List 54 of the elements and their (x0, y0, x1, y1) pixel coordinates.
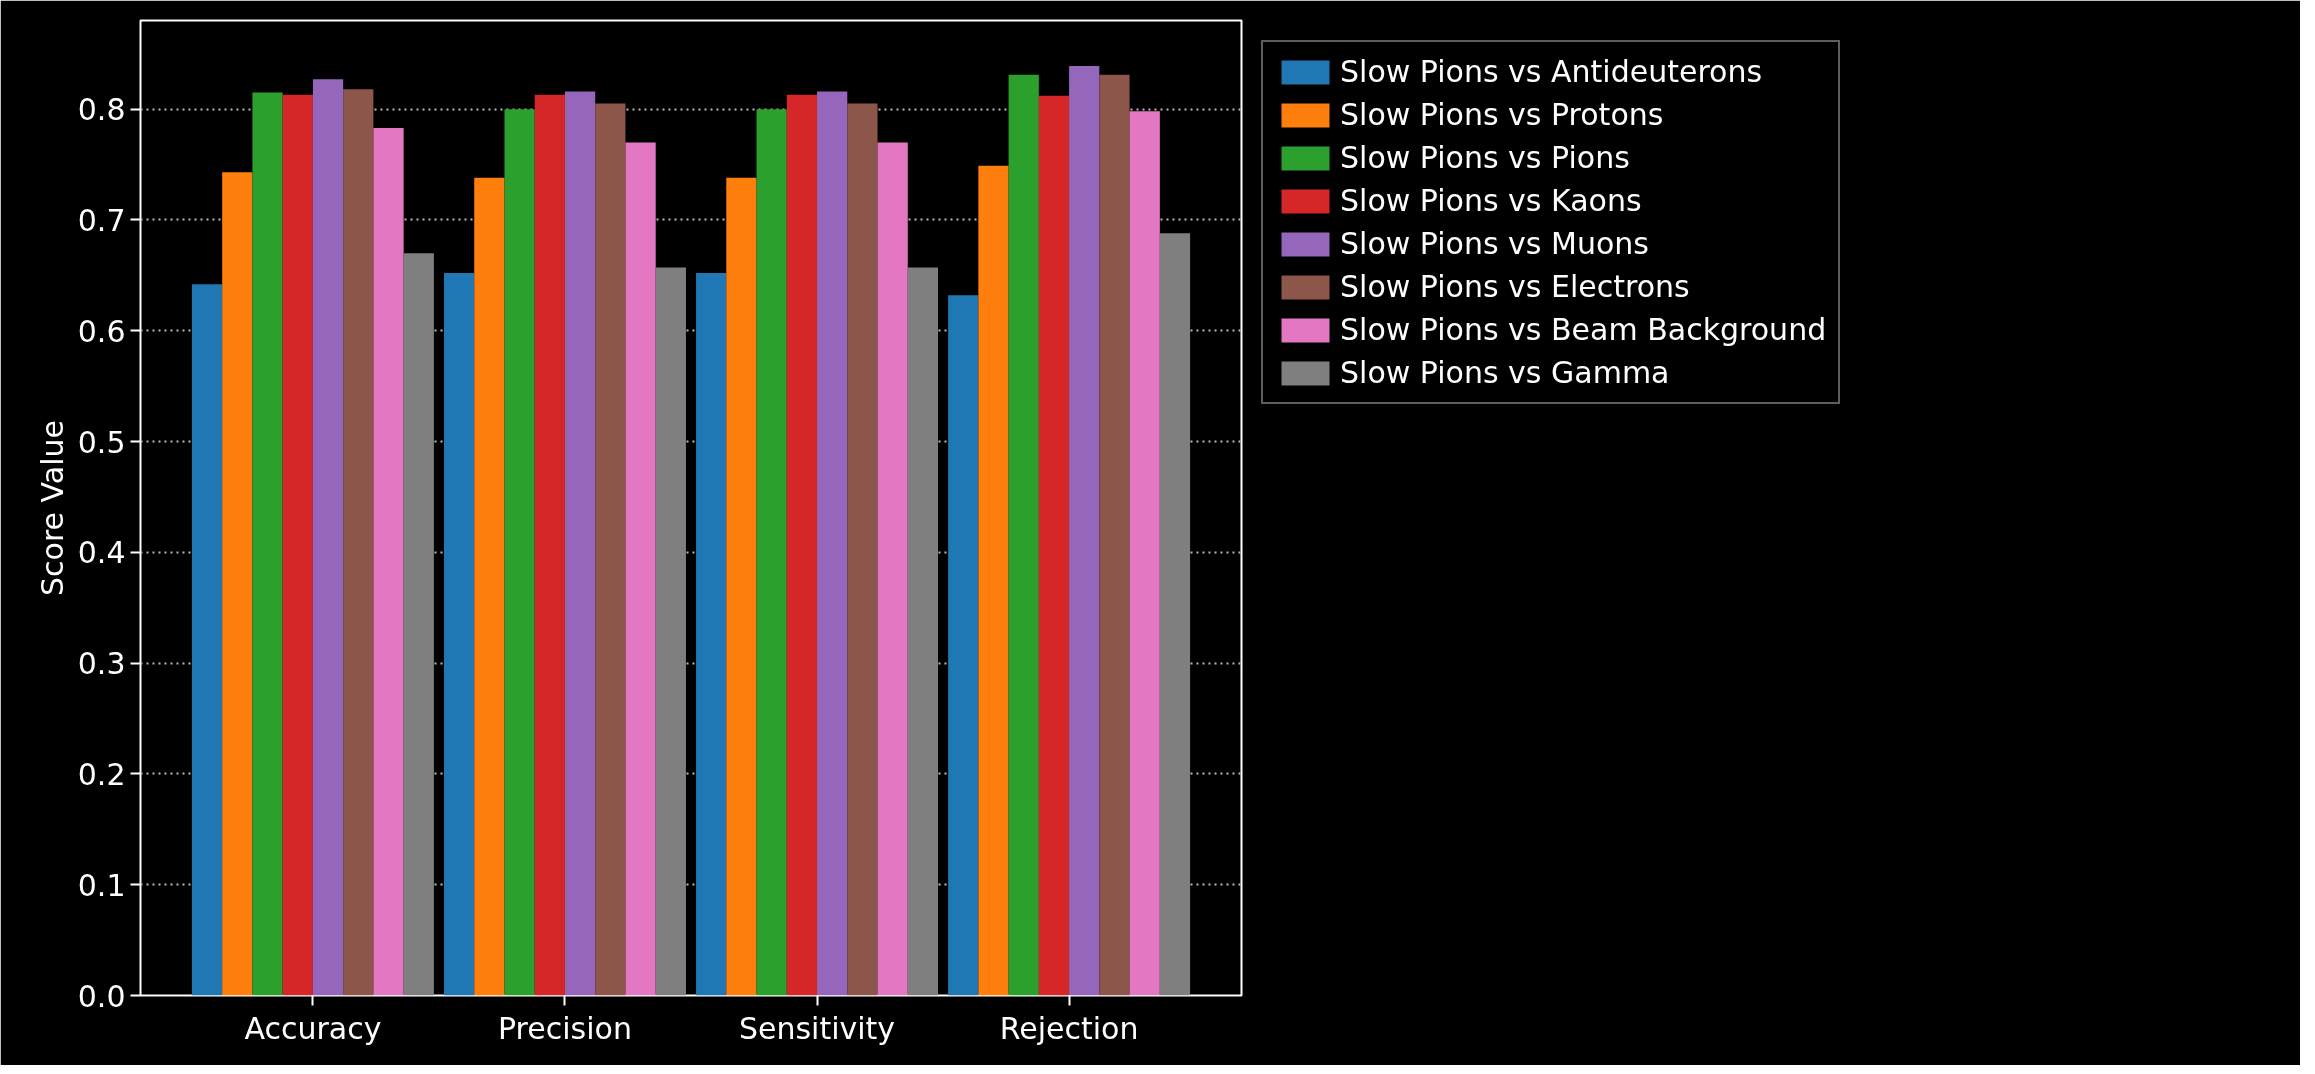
bar (312, 79, 344, 996)
legend-label: Slow Pions vs Pions (1340, 140, 1630, 175)
bar (1099, 74, 1130, 996)
y-tick-label: 0.8 (77, 92, 126, 128)
bar (726, 177, 757, 996)
x-tick-label: Rejection (999, 1010, 1139, 1046)
y-tick-label: 0.5 (77, 424, 126, 460)
bar (504, 109, 535, 996)
bar (1069, 65, 1100, 996)
x-tick-label: Precision (498, 1010, 632, 1046)
bar (1008, 74, 1039, 996)
bar (564, 91, 596, 996)
y-tick-label: 0.3 (77, 646, 126, 682)
bar (1129, 111, 1160, 996)
y-axis-title: Score Value (34, 420, 70, 596)
legend-label: Slow Pions vs Antideuterons (1340, 54, 1763, 89)
bar (786, 94, 818, 996)
legend-label: Slow Pions vs Kaons (1340, 183, 1642, 218)
y-tick-label: 0.4 (77, 535, 126, 571)
y-tick-label: 0.2 (77, 756, 126, 792)
bar (474, 177, 505, 996)
bar (948, 295, 979, 996)
legend-label: Slow Pions vs Electrons (1340, 269, 1690, 304)
bar (343, 89, 374, 996)
legend-label: Slow Pions vs Muons (1340, 226, 1649, 261)
y-tick-label: 0.7 (77, 202, 126, 238)
bar (625, 142, 656, 996)
legend-label: Slow Pions vs Protons (1340, 97, 1664, 132)
bar (595, 103, 626, 996)
bar (1038, 95, 1070, 996)
bar (817, 91, 848, 996)
bar (756, 109, 787, 996)
x-tick-label: Accuracy (244, 1010, 382, 1046)
y-tick-label: 0.1 (77, 867, 126, 903)
bar (978, 165, 1009, 996)
x-tick-label: Sensitivity (738, 1010, 896, 1046)
y-tick-label: 0.6 (77, 313, 126, 349)
bar (907, 267, 939, 996)
bar (877, 142, 908, 996)
legend-label: Slow Pions vs Gamma (1340, 355, 1670, 390)
bar (222, 172, 253, 996)
y-tick-label: 0.0 (77, 978, 126, 1014)
bar (1159, 233, 1191, 996)
bar (847, 103, 878, 996)
legend-label: Slow Pions vs Beam Background (1340, 312, 1827, 347)
bar (403, 253, 434, 996)
bar (696, 273, 727, 996)
bar (191, 284, 223, 996)
bar (252, 92, 283, 996)
bar (534, 94, 565, 996)
bar (282, 94, 313, 996)
bar (655, 267, 686, 996)
bar (373, 127, 404, 996)
bar (443, 273, 475, 996)
